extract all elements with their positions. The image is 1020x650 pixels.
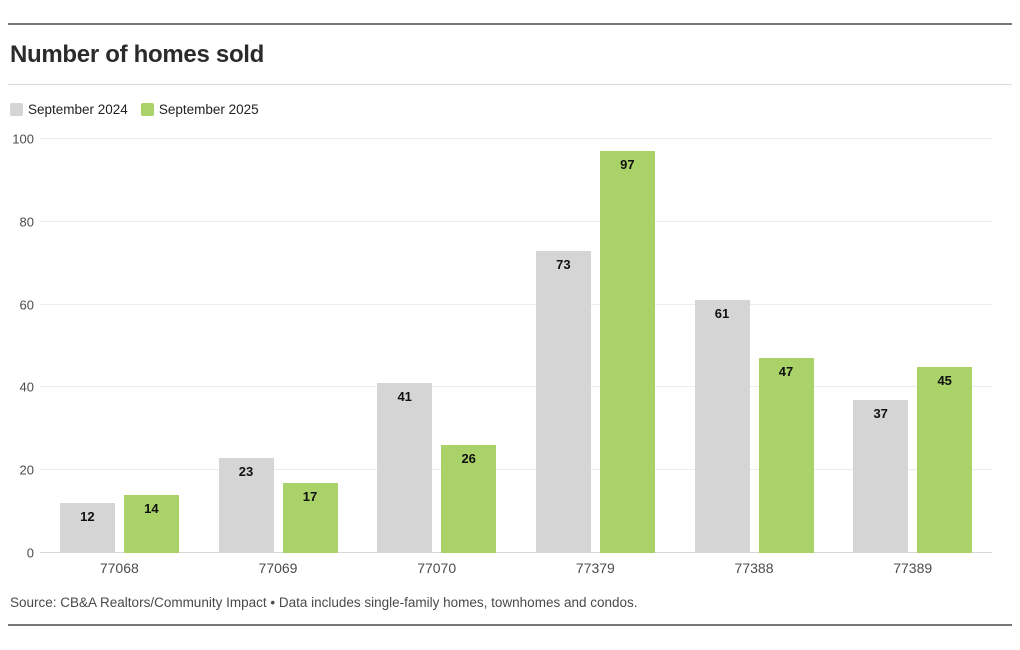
bar-77068-september-2024: 12 <box>59 503 115 553</box>
bar-77388-september-2024: 61 <box>694 300 750 553</box>
gridline-60 <box>40 304 992 305</box>
bar-77069-september-2024: 23 <box>218 458 274 553</box>
x-tick-label-77068: 77068 <box>99 560 139 576</box>
bar-groups: 12 14 23 17 41 26 73 97 61 47 37 45 <box>40 139 992 553</box>
gridline-80 <box>40 221 992 222</box>
bar-group-77068: 12 14 <box>40 139 199 553</box>
bar-77389-september-2025: 45 <box>917 367 973 553</box>
legend-item-0: September 2024 <box>10 102 128 117</box>
bar-77068-september-2025: 14 <box>123 495 179 553</box>
bar-value-label: 23 <box>238 464 254 479</box>
bar-group-77389: 37 45 <box>833 139 992 553</box>
bar-77389-september-2024: 37 <box>853 400 909 553</box>
x-tick-label-77069: 77069 <box>258 560 298 576</box>
bar-chart-plot-area: 0 20 40 60 80 100 12 14 23 17 41 26 73 97 61 47 37 45 <box>12 133 992 560</box>
bar-group-77069: 23 17 <box>199 139 358 553</box>
source-attribution: Source: CB&A Realtors/Community Impact •… <box>10 595 638 610</box>
bar-value-label: 61 <box>714 306 730 321</box>
legend-item-1: September 2025 <box>140 102 259 117</box>
gridline-40 <box>40 386 992 387</box>
top-divider <box>8 23 1012 25</box>
y-tick-label-100: 100 <box>12 131 34 147</box>
x-tick-label-77389: 77389 <box>893 560 933 576</box>
x-tick-label-77388: 77388 <box>734 560 774 576</box>
bottom-divider <box>8 624 1012 626</box>
bar-value-label: 37 <box>873 406 888 421</box>
bar-77379-september-2024: 73 <box>535 251 591 553</box>
bar-value-label: 97 <box>620 157 635 172</box>
y-tick-label-20: 20 <box>19 462 34 478</box>
bar-77070-september-2025: 26 <box>441 445 497 553</box>
bar-value-label: 12 <box>80 509 95 524</box>
gridline-0 <box>40 552 992 553</box>
x-axis-labels: 77068 77069 77070 77379 77388 77389 <box>40 560 992 576</box>
bar-value-label: 47 <box>778 364 794 379</box>
gridline-100 <box>40 138 992 139</box>
legend-label: September 2025 <box>158 102 259 117</box>
bar-77388-september-2025: 47 <box>758 358 814 553</box>
page-title: Number of homes sold <box>10 41 265 68</box>
bar-group-77379: 73 97 <box>516 139 675 553</box>
x-tick-label-77379: 77379 <box>575 560 615 576</box>
gridline-20 <box>40 469 992 470</box>
bar-value-label: 14 <box>144 501 159 516</box>
bar-value-label: 26 <box>461 451 476 466</box>
y-tick-label-80: 80 <box>19 214 34 230</box>
title-divider <box>8 84 1012 85</box>
y-tick-label-0: 0 <box>26 545 34 561</box>
bar-value-label: 45 <box>937 373 952 388</box>
legend: September 2024 September 2025 <box>10 102 259 117</box>
legend-swatch-icon <box>140 103 154 116</box>
bar-group-77070: 41 26 <box>357 139 516 553</box>
bar-77069-september-2025: 17 <box>282 483 338 553</box>
bar-77070-september-2024: 41 <box>377 383 433 553</box>
bar-77379-september-2025: 97 <box>599 151 655 553</box>
bar-value-label: 17 <box>302 489 318 504</box>
y-tick-label-60: 60 <box>19 297 34 313</box>
legend-swatch-icon <box>10 103 23 116</box>
x-tick-label-77070: 77070 <box>417 560 457 576</box>
bar-group-77388: 61 47 <box>675 139 834 553</box>
bar-value-label: 73 <box>556 257 571 272</box>
legend-label: September 2024 <box>28 102 128 117</box>
y-tick-label-40: 40 <box>19 379 34 395</box>
bar-value-label: 41 <box>397 389 412 404</box>
